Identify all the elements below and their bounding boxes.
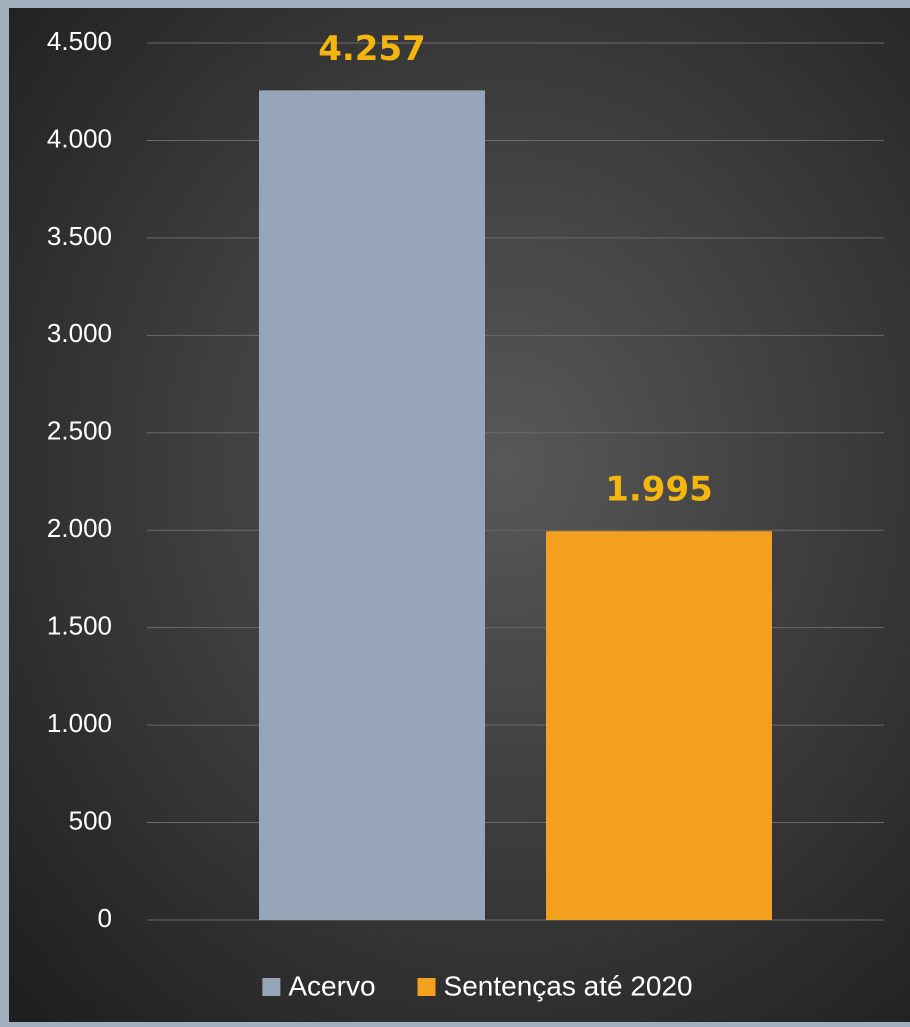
legend-label: Sentenças até 2020 [444, 970, 693, 1001]
y-tick-label: 1.000 [47, 708, 112, 738]
y-tick-label: 4.500 [47, 26, 112, 56]
legend-label: Acervo [288, 970, 375, 1001]
y-tick-label: 3.500 [47, 221, 112, 251]
y-tick-label: 4.000 [47, 123, 112, 153]
y-tick-label: 500 [69, 805, 112, 835]
y-tick-label: 1.500 [47, 611, 112, 641]
y-tick-label: 2.500 [47, 416, 112, 446]
bar [546, 531, 772, 920]
y-tick-label: 3.000 [47, 318, 112, 348]
value-label: 1.995 [605, 470, 713, 510]
y-tick-label: 2.000 [47, 513, 112, 543]
legend-swatch [262, 978, 281, 996]
value-label: 4.257 [318, 29, 426, 69]
legend-swatch [417, 978, 436, 996]
bar [259, 90, 485, 920]
y-tick-label: 0 [98, 903, 112, 933]
